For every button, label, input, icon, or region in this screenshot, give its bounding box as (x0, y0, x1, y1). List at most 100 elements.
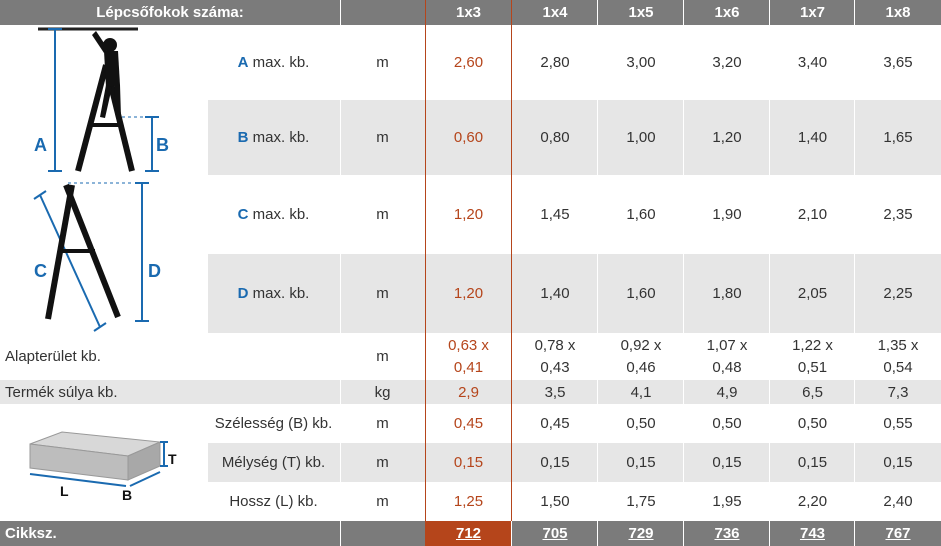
row-a-val-1x6: 3,20 (684, 25, 770, 100)
footprint-val-1x4: 0,78 x 0,43 (512, 333, 598, 380)
row-b-val-1x3: 0,60 (425, 100, 512, 175)
row-a-text: max. kb. (252, 54, 310, 71)
article-link-736[interactable]: 736 (714, 525, 740, 542)
col-divider (854, 0, 855, 546)
row-b-unit: m (340, 100, 425, 175)
col-divider (511, 0, 512, 546)
col-divider (207, 25, 208, 333)
footprint-1x7-l1: 1,22 x (792, 336, 833, 354)
label-t: T (168, 451, 177, 467)
header-col-1x5: 1x5 (598, 0, 684, 25)
row-d-val-1x6: 1,80 (684, 254, 770, 333)
ladder-diagram: A B D C (33, 27, 169, 332)
article-cell-1x4: 705 (512, 521, 598, 546)
header-col-1x4: 1x4 (512, 0, 598, 25)
footprint-1x8-l2: 0,54 (883, 358, 913, 376)
footprint-1x3-l2: 0,41 (453, 358, 484, 376)
footprint-1x7-l2: 0,51 (797, 358, 828, 376)
label-c: C (34, 261, 47, 281)
weight-val-1x3: 2,9 (425, 380, 512, 404)
article-link-705[interactable]: 705 (542, 525, 568, 542)
footprint-1x3-l1: 0,63 x (448, 336, 489, 354)
pkg-depth-unit: m (340, 443, 425, 482)
article-link-729[interactable]: 729 (628, 525, 654, 542)
row-b-letter: B (237, 129, 249, 146)
pkg-width-1x8: 0,55 (855, 404, 941, 443)
pkg-depth-1x7: 0,15 (770, 443, 855, 482)
row-a-val-1x4: 2,80 (512, 25, 598, 100)
row-d-val-1x3: 1,20 (425, 254, 512, 333)
row-c-val-1x4: 1,45 (512, 175, 598, 254)
weight-val-1x8: 7,3 (855, 380, 941, 404)
row-a-val-1x8: 3,65 (855, 25, 941, 100)
header-col-1x3: 1x3 (425, 0, 512, 25)
row-a-val-1x5: 3,00 (598, 25, 684, 100)
row-a-unit: m (340, 25, 425, 100)
col-divider (769, 0, 770, 546)
row-a-label: A max. kb. (207, 25, 340, 100)
pkg-width-1x6: 0,50 (684, 404, 770, 443)
row-b-val-1x7: 1,40 (770, 100, 855, 175)
article-cell-1x8: 767 (855, 521, 941, 546)
pkg-depth-1x6: 0,15 (684, 443, 770, 482)
row-c-text: max. kb. (252, 206, 310, 223)
label-d: D (148, 261, 161, 281)
label-box-b: B (122, 487, 132, 503)
row-d-label: D max. kb. (207, 254, 340, 333)
row-c-label: C max. kb. (207, 175, 340, 254)
weight-val-1x4: 3,5 (512, 380, 598, 404)
row-a-val-1x3: 2,60 (425, 25, 512, 100)
header-title: Lépcsőfokok száma: (96, 4, 244, 21)
row-b-val-1x6: 1,20 (684, 100, 770, 175)
weight-val-1x7: 6,5 (770, 380, 855, 404)
pkg-length-1x4: 1,50 (512, 482, 598, 521)
pkg-depth-1x3: 0,15 (425, 443, 512, 482)
row-c-val-1x7: 2,10 (770, 175, 855, 254)
pkg-length-1x7: 2,20 (770, 482, 855, 521)
pkg-length-1x5: 1,75 (598, 482, 684, 521)
pkg-depth-1x5: 0,15 (598, 443, 684, 482)
header-col-1x8: 1x8 (855, 0, 941, 25)
article-cell-1x5: 729 (598, 521, 684, 546)
footprint-val-1x8: 1,35 x 0,54 (855, 333, 941, 380)
col-divider (207, 404, 208, 521)
header-title-cell: Lépcsőfokok száma: (0, 0, 340, 25)
weight-val-1x6: 4,9 (684, 380, 770, 404)
footprint-val-1x7: 1,22 x 0,51 (770, 333, 855, 380)
footprint-val-1x6: 1,07 x 0,48 (684, 333, 770, 380)
weight-val-1x5: 4,1 (598, 380, 684, 404)
row-c-letter: C (237, 206, 249, 223)
row-c-val-1x3: 1,20 (425, 175, 512, 254)
article-link-743[interactable]: 743 (799, 525, 826, 542)
pkg-width-label: Szélesség (B) kb. (207, 404, 340, 443)
footprint-1x4-l1: 0,78 x (534, 336, 576, 354)
article-cell-1x3: 712 (425, 521, 512, 546)
label-b: B (156, 135, 169, 155)
pkg-width-1x7: 0,50 (770, 404, 855, 443)
row-c-val-1x5: 1,60 (598, 175, 684, 254)
footprint-1x6-l1: 1,07 x (706, 336, 748, 354)
pkg-width-1x4: 0,45 (512, 404, 598, 443)
footprint-val-1x3: 0,63 x 0,41 (425, 333, 512, 380)
row-b-text: max. kb. (252, 129, 310, 146)
article-link-712[interactable]: 712 (455, 525, 482, 542)
pkg-length-unit: m (340, 482, 425, 521)
package-diagram: T L B (29, 431, 177, 503)
pkg-length-1x3: 1,25 (425, 482, 512, 521)
weight-label: Termék súlya kb. (0, 380, 340, 404)
footprint-label: Alapterület kb. (0, 333, 340, 380)
article-link-767[interactable]: 767 (885, 525, 911, 542)
col-divider (597, 0, 598, 546)
row-b-val-1x8: 1,65 (855, 100, 941, 175)
header-col-1x7: 1x7 (770, 0, 855, 25)
pkg-length-1x8: 2,40 (855, 482, 941, 521)
row-c-val-1x8: 2,35 (855, 175, 941, 254)
pkg-width-1x5: 0,50 (598, 404, 684, 443)
label-a: A (34, 135, 47, 155)
dim-c-line (39, 194, 101, 328)
col-divider (340, 0, 341, 546)
footprint-1x5-l1: 0,92 x (620, 336, 662, 354)
header-col-1x6: 1x6 (684, 0, 770, 25)
footprint-1x8-l1: 1,35 x (877, 336, 919, 354)
